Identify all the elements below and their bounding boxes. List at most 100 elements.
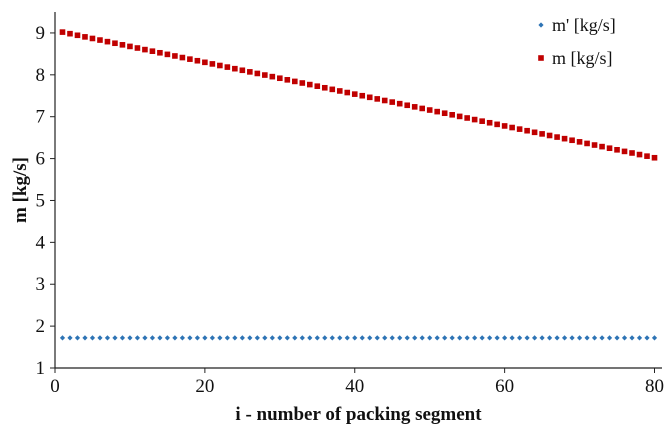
data-point [269, 73, 276, 80]
data-point [464, 335, 470, 341]
data-point [561, 335, 568, 341]
x-tick-label: 20 [195, 376, 214, 397]
data-point [262, 335, 268, 341]
y-tick-label: 3 [36, 274, 46, 295]
data-point [277, 75, 283, 82]
data-point [441, 110, 448, 117]
data-point [284, 335, 290, 341]
tick-labels: 1 2 3 4 5 6 7 8 9 0 20 40 60 80 [36, 23, 665, 397]
data-point [112, 335, 118, 341]
data-point [614, 146, 620, 153]
data-point [67, 30, 73, 37]
data-point [636, 151, 643, 158]
data-point [321, 84, 328, 91]
data-point [471, 116, 478, 123]
data-point [599, 143, 605, 150]
data-point [157, 335, 163, 341]
data-point [539, 131, 545, 137]
data-point [254, 335, 260, 341]
data-point [584, 335, 590, 341]
data-point [367, 335, 373, 341]
data-point [479, 118, 485, 124]
data-point [381, 97, 388, 104]
data-point [517, 335, 523, 341]
data-point [524, 335, 530, 341]
data-point [172, 53, 178, 59]
y-tick-label: 6 [36, 149, 46, 170]
data-point [472, 335, 478, 341]
data-point [576, 335, 583, 341]
data-point [142, 46, 148, 53]
data-point [344, 89, 351, 96]
y-axis-title: m [kg/s] [10, 157, 31, 223]
data-point [247, 335, 253, 341]
y-tick-label: 4 [36, 232, 46, 253]
data-point [142, 335, 148, 341]
data-point [224, 64, 231, 70]
data-point [239, 67, 246, 74]
data-point [254, 70, 261, 77]
data-point [389, 335, 395, 341]
data-point [217, 335, 223, 341]
data-point [396, 100, 403, 107]
data-point [299, 80, 306, 86]
data-point [89, 335, 96, 341]
data-point [651, 335, 658, 341]
data-point [187, 56, 193, 62]
data-point [82, 34, 88, 40]
data-point [351, 91, 358, 97]
data-point [599, 335, 605, 341]
data-point [621, 335, 628, 341]
data-point [247, 69, 253, 75]
data-point [569, 335, 575, 341]
data-point [322, 335, 328, 341]
data-point [179, 54, 186, 61]
data-point [419, 335, 425, 341]
legend-marker [538, 55, 544, 61]
data-point [494, 335, 500, 341]
series-m-prime [59, 335, 658, 341]
data-point [119, 42, 126, 48]
data-point [202, 335, 208, 341]
data-point [629, 150, 635, 156]
data-point [576, 139, 583, 145]
data-point [374, 335, 380, 341]
data-point [336, 88, 343, 94]
data-point [531, 129, 538, 136]
data-point [494, 121, 500, 128]
data-point [614, 335, 620, 341]
data-point [561, 135, 568, 142]
data-point [202, 59, 208, 66]
data-point [269, 335, 275, 341]
data-point [344, 335, 350, 341]
data-point [486, 119, 493, 126]
data-point [262, 72, 268, 78]
y-tick-label: 8 [36, 65, 46, 86]
x-axis-title: i - number of packing segment [235, 404, 482, 425]
data-point [404, 102, 411, 109]
data-point [299, 335, 305, 341]
data-point [644, 153, 650, 159]
data-point [187, 335, 193, 341]
legend-marker [538, 22, 544, 28]
data-point [172, 335, 178, 341]
y-tick-label: 1 [36, 358, 46, 379]
data-point [532, 335, 538, 341]
data-point [97, 335, 103, 341]
data-point [194, 335, 200, 341]
data-point [359, 92, 366, 99]
data-point [644, 335, 650, 341]
data-point [217, 62, 223, 69]
data-point [292, 335, 298, 341]
data-point [449, 335, 455, 341]
data-point [134, 335, 141, 341]
data-point [157, 49, 163, 56]
data-point [434, 335, 440, 341]
data-point [591, 335, 598, 341]
legend-label: m [kg/s] [552, 48, 613, 68]
data-point [456, 113, 463, 120]
data-point [419, 105, 425, 112]
data-point [404, 335, 410, 341]
data-point [412, 335, 418, 341]
data-point [487, 335, 493, 341]
